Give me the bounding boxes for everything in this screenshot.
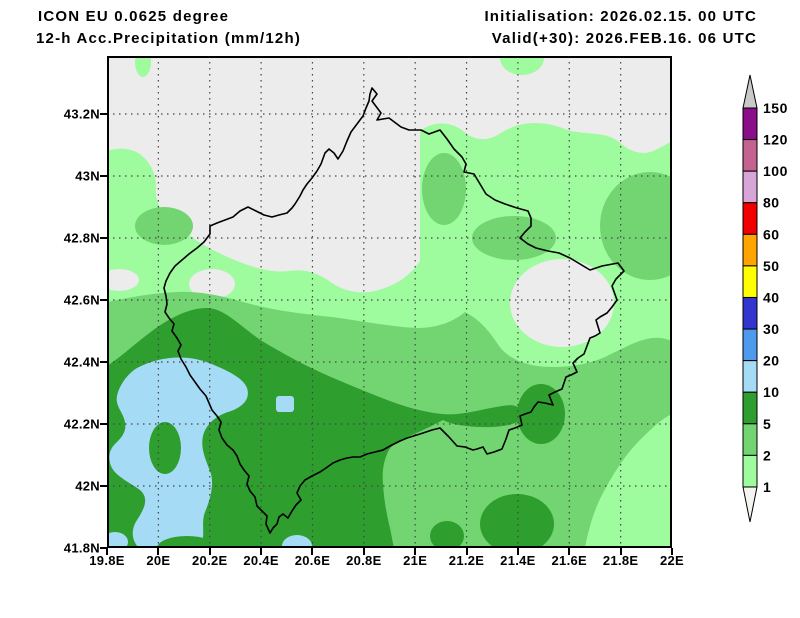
lon-tick-label: 22E xyxy=(659,553,685,568)
field-2-5mm-ne-blob xyxy=(422,153,466,225)
lon-tick-mark xyxy=(157,548,160,555)
colorbar-value-label: 50 xyxy=(763,258,780,274)
colorbar-value-label: 150 xyxy=(763,100,788,116)
lon-tick-label: 20E xyxy=(146,553,171,568)
lat-tick-label: 42.4N xyxy=(63,354,100,370)
lat-tick-label: 43N xyxy=(75,168,100,184)
colorbar-segment xyxy=(742,328,758,362)
model-title: ICON EU 0.0625 degree xyxy=(38,8,230,25)
lat-tick-label: 42N xyxy=(75,478,100,494)
colorbar-arrow-above-max xyxy=(742,74,758,109)
lat-tick-mark xyxy=(100,113,107,115)
lon-tick-label: 21.4E xyxy=(500,553,536,568)
field-5-10mm-bottom-blob xyxy=(480,494,554,548)
field-below-1mm-west-spot-1 xyxy=(107,269,139,291)
lat-tick-mark xyxy=(100,299,107,301)
colorbar-segment xyxy=(742,233,758,267)
colorbar-segment xyxy=(742,360,758,393)
lon-tick-mark xyxy=(414,548,417,555)
colorbar-segment xyxy=(742,454,758,488)
lat-tick-label: 42.2N xyxy=(63,416,100,432)
field-5-10mm-se-blob xyxy=(517,384,565,444)
field-5-10mm-bottom-small-blob xyxy=(430,521,464,548)
lon-tick-label: 19.8E xyxy=(89,553,125,568)
colorbar-segment xyxy=(742,296,758,330)
lat-tick-label: 42.8N xyxy=(63,230,100,246)
colorbar-segment xyxy=(742,139,758,172)
lon-tick-mark xyxy=(311,548,314,555)
lon-tick-mark xyxy=(568,548,571,555)
lon-tick-label: 20.4E xyxy=(243,553,279,568)
colorbar-value-label: 2 xyxy=(763,447,771,463)
lon-tick-mark xyxy=(208,548,211,555)
field-10-20mm-corner-blob xyxy=(107,532,128,548)
field-2-5mm-west-blob xyxy=(135,207,193,245)
colorbar-value-label: 10 xyxy=(763,384,780,400)
map-area xyxy=(107,56,672,548)
lon-tick-mark xyxy=(671,548,673,555)
init-time: Initialisation: 2026.02.15. 00 UTC xyxy=(484,8,757,25)
field-10-20mm-small-square xyxy=(276,396,294,412)
field-10-20mm-bottom-strip xyxy=(282,535,312,548)
colorbar-segment xyxy=(742,202,758,235)
lat-tick-mark xyxy=(100,423,107,425)
precipitation-map xyxy=(107,56,672,548)
lat-tick-label: 43.2N xyxy=(63,106,100,122)
grid-lines xyxy=(107,56,672,548)
field-5-10mm-island-bottom xyxy=(157,536,217,548)
lon-tick-label: 20.2E xyxy=(191,553,228,568)
lat-tick-mark xyxy=(100,485,107,487)
lon-tick-mark xyxy=(465,548,468,555)
colorbar-value-label: 1 xyxy=(763,479,771,495)
lon-tick-mark xyxy=(619,548,622,555)
colorbar-segment xyxy=(742,265,758,298)
lon-tick-label: 20.8E xyxy=(346,553,382,568)
field-2-5mm-east-blob xyxy=(472,216,556,260)
lon-tick-label: 21E xyxy=(403,553,428,568)
lon-tick-label: 21.6E xyxy=(551,553,588,568)
lat-tick-mark xyxy=(100,547,107,549)
field-2-5mm-right-edge-blob xyxy=(600,172,672,280)
colorbar-value-label: 80 xyxy=(763,195,780,211)
colorbar-segment xyxy=(742,170,758,204)
lat-tick-mark xyxy=(100,361,107,363)
colorbar-value-label: 100 xyxy=(763,163,788,179)
field-below-1mm-west-spot-2 xyxy=(189,269,235,299)
colorbar-arrow-below-min xyxy=(742,486,758,523)
country-border-outline xyxy=(163,87,625,534)
field-1-2mm-top-left-sliver xyxy=(135,56,151,77)
lat-tick-label: 41.8N xyxy=(63,540,100,556)
lat-tick-mark xyxy=(100,237,107,239)
field-below-1mm-east-hole xyxy=(510,259,614,347)
product-title: 12-h Acc.Precipitation (mm/12h) xyxy=(36,30,302,47)
field-5-10mm-island-in-blue xyxy=(149,422,181,474)
lon-tick-mark xyxy=(362,548,365,555)
colorbar-value-label: 5 xyxy=(763,416,771,432)
colorbar-value-label: 30 xyxy=(763,321,780,337)
lon-tick-label: 21.8E xyxy=(602,553,639,568)
valid-time: Valid(+30): 2026.FEB.16. 06 UTC xyxy=(491,30,757,47)
field-1-2mm-corner-blob xyxy=(585,414,672,548)
colorbar-value-label: 60 xyxy=(763,226,780,242)
colorbar-segment xyxy=(742,391,758,425)
colorbar-value-label: 20 xyxy=(763,353,780,369)
lat-tick-mark xyxy=(100,175,107,177)
colorbar-value-label: 120 xyxy=(763,132,788,148)
field-1-2mm-top-edge-blob xyxy=(500,56,544,75)
lon-tick-mark xyxy=(516,548,519,555)
map-frame xyxy=(107,56,672,548)
colorbar-segment xyxy=(742,423,758,456)
colorbar-segment xyxy=(742,107,758,141)
lon-tick-label: 21.2E xyxy=(448,553,485,568)
lon-tick-mark xyxy=(260,548,263,555)
lon-tick-mark xyxy=(106,548,108,555)
lon-tick-label: 20.6E xyxy=(294,553,331,568)
colorbar-value-label: 40 xyxy=(763,289,780,305)
precipitation-colorbar: 150 120 100 80 60 50 40 30 20 10 5 2 1 xyxy=(742,74,788,523)
lat-tick-label: 42.6N xyxy=(63,292,100,308)
